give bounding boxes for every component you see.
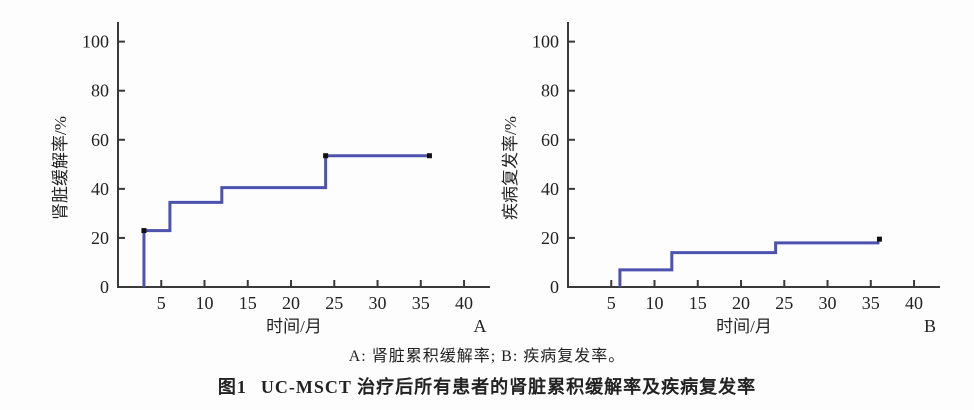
charts-row: 5 10 15 20 25 30 35 40 0 20 40 60 80 100 时间/月 肾脏缓解率/% A … <box>40 0 950 338</box>
x-tick-label: 35 <box>862 293 880 313</box>
survival-step-curve <box>142 154 430 287</box>
x-tick-label: 30 <box>819 293 837 313</box>
x-tick-label: 5 <box>157 293 166 313</box>
figure-title-text: UC-MSCT 治疗后所有患者的肾脏累积缓解率及疾病复发率 <box>260 377 757 397</box>
y-tick-label: 100 <box>82 32 109 52</box>
axis-lines <box>117 22 490 288</box>
y-tick-label: 0 <box>550 277 559 297</box>
chart-panel-a: 5 10 15 20 25 30 35 40 0 20 40 60 80 100 时间/月 肾脏缓解率/% A <box>40 0 500 338</box>
censor-mark <box>876 236 882 242</box>
y-tick-label: 80 <box>541 81 559 101</box>
chart-panel-b: 5 10 15 20 25 30 35 40 0 20 40 60 80 100 时间/月 疾病复发率/% B <box>490 0 950 338</box>
y-axis-title: 疾病复发率/% <box>501 116 520 220</box>
censor-mark <box>141 228 147 234</box>
y-tick-label: 100 <box>532 32 559 52</box>
y-tick-label: 60 <box>541 130 559 150</box>
y-tick-label: 40 <box>541 179 559 199</box>
x-tick-label: 15 <box>689 293 707 313</box>
y-tick-label: 0 <box>100 277 109 297</box>
axis-lines <box>567 22 940 288</box>
x-tick-label: 25 <box>775 293 793 313</box>
censor-mark <box>426 153 432 159</box>
km-plot-a: 5 10 15 20 25 30 35 40 0 20 40 60 80 100 时间/月 肾脏缓解率/% A <box>51 22 490 336</box>
figure-caption: 图1 UC-MSCT 治疗后所有患者的肾脏累积缓解率及疾病复发率 <box>27 373 947 399</box>
survival-step-curve <box>618 241 880 287</box>
figure-container: 5 10 15 20 25 30 35 40 0 20 40 60 80 100 时间/月 肾脏缓解率/% A … <box>27 0 950 399</box>
x-axis-title: 时间/月 <box>716 317 772 336</box>
y-axis-title: 肾脏缓解率/% <box>51 116 70 220</box>
figure-captions: A: 肾脏累积缓解率; B: 疾病复发率。 图1 UC-MSCT 治疗后所有患者的… <box>27 342 947 399</box>
x-tick-label: 20 <box>732 293 750 313</box>
y-tick-label: 40 <box>91 179 109 199</box>
y-tick-label: 20 <box>91 228 109 248</box>
x-tick-label: 10 <box>646 293 664 313</box>
censor-mark <box>323 153 329 159</box>
figure-number-label: 图1 <box>217 377 247 397</box>
y-tick-label: 60 <box>91 130 109 150</box>
x-tick-label: 20 <box>282 293 300 313</box>
x-tick-label: 10 <box>196 293 214 313</box>
x-axis-title: 时间/月 <box>266 317 322 336</box>
x-tick-label: 30 <box>369 293 387 313</box>
panel-letter: A <box>474 316 487 336</box>
x-tick-label: 35 <box>412 293 430 313</box>
km-plot-b: 5 10 15 20 25 30 35 40 0 20 40 60 80 100 时间/月 疾病复发率/% B <box>501 22 940 336</box>
x-tick-label: 40 <box>455 293 473 313</box>
y-tick-label: 80 <box>91 81 109 101</box>
panel-legend-note: A: 肾脏累积缓解率; B: 疾病复发率。 <box>348 348 626 365</box>
x-tick-label: 15 <box>239 293 257 313</box>
panel-letter: B <box>924 316 936 336</box>
x-tick-label: 40 <box>905 293 923 313</box>
x-tick-label: 5 <box>607 293 616 313</box>
x-tick-label: 25 <box>325 293 343 313</box>
y-tick-label: 20 <box>541 228 559 248</box>
